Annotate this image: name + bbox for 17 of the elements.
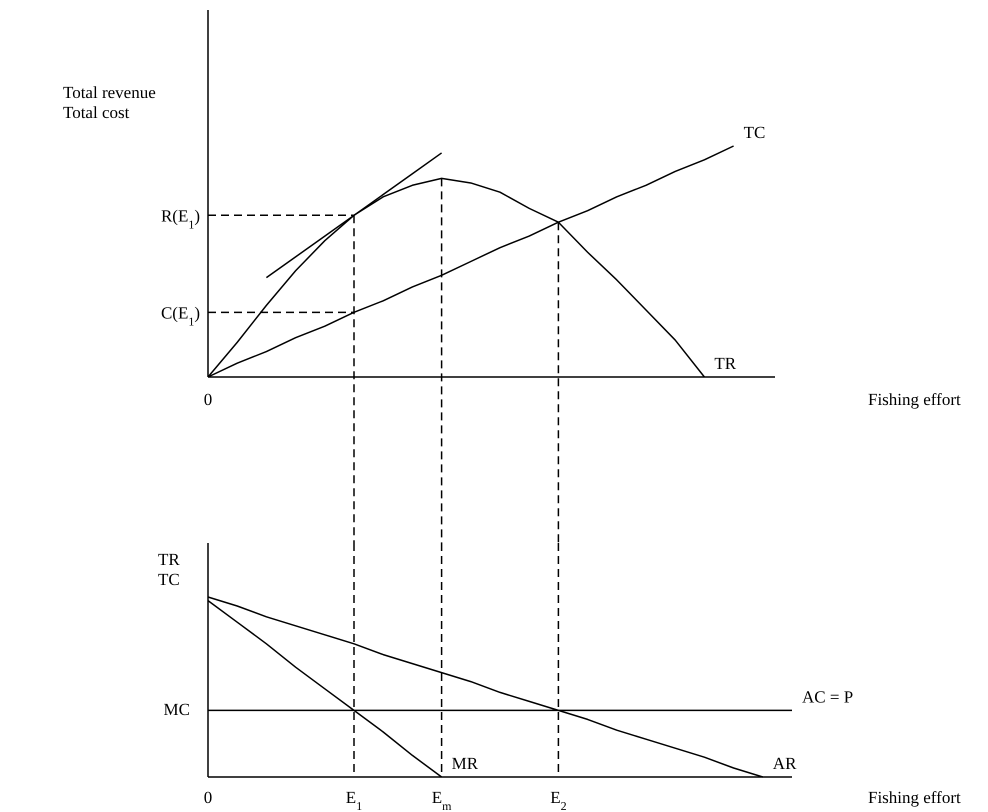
y-axis-title: TR TC — [158, 550, 180, 589]
series-label: MR — [452, 754, 479, 773]
x-tick-label: E$_{2}$ — [550, 788, 567, 812]
x-tick-label: E$_{m}$ — [432, 788, 452, 812]
ref-line-label: R(E$_{1}$) — [160, 206, 200, 232]
series-label: TR — [714, 354, 737, 373]
ref-line-label: C(E$_{1}$) — [160, 303, 200, 328]
y-axis-title: Total revenue Total cost — [63, 83, 156, 122]
x-tick-label: 0 — [204, 788, 212, 807]
text: 0 — [204, 390, 212, 409]
x-tick-label: E$_{1}$ — [346, 788, 362, 812]
text: MC — [164, 700, 190, 719]
x-axis-title: Fishing effort — [868, 788, 961, 807]
series-label: AC = P — [802, 687, 854, 706]
series-label: TC — [744, 123, 766, 142]
x-axis-title: Fishing effort — [868, 390, 961, 409]
series-label: AR — [772, 754, 798, 773]
